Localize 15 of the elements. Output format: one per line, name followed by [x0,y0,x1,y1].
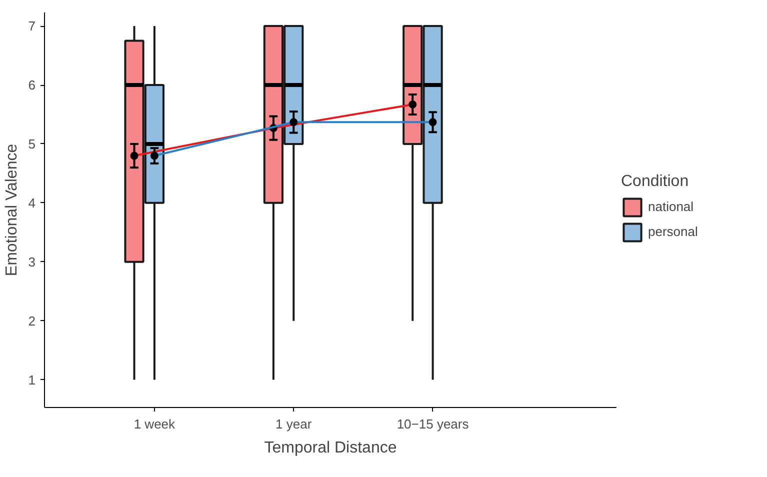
y-tick-label: 5 [28,136,36,152]
x-axis-title: Temporal Distance [264,440,397,456]
x-tick-label: 1 week [134,416,176,432]
legend-label: national [648,199,694,214]
legend-title: Condition [621,172,690,190]
y-tick-label: 1 [28,372,36,388]
legend-label: personal [648,224,698,239]
y-tick-label: 3 [28,254,36,270]
y-tick-label: 2 [28,313,36,328]
x-tick-label: 10−15 years [396,416,470,432]
y-tick-label: 4 [28,195,36,210]
y-axis-title: Emotional Valence [3,144,20,276]
y-tick-label: 6 [28,78,36,93]
x-tick-label: 1 year [276,416,312,432]
y-tick-label: 7 [28,18,36,34]
